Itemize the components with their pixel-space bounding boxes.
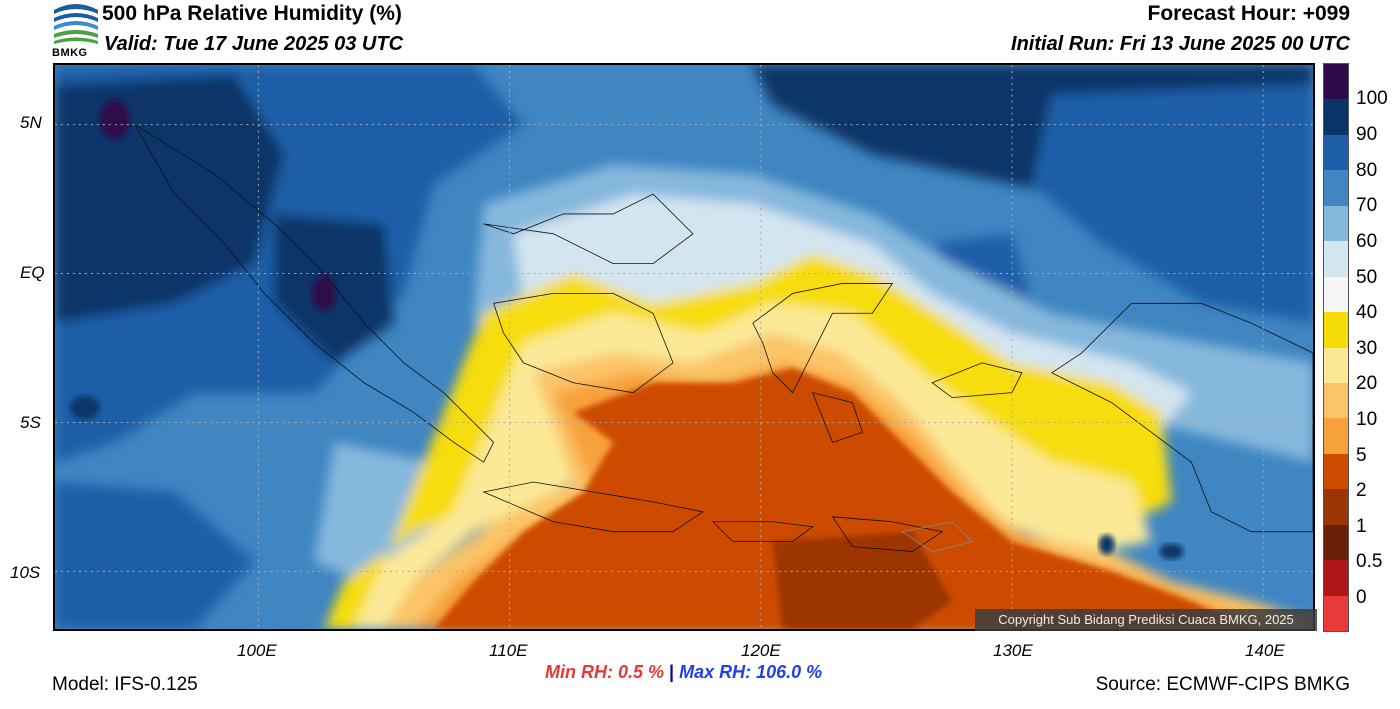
colorbar-segment [1324,453,1348,490]
colorbar-label: 70 [1356,195,1378,216]
humidity-map[interactable] [53,63,1315,631]
colorbar-label: 50 [1356,267,1378,288]
initial-run: Initial Run: Fri 13 June 2025 00 UTC [1011,33,1350,55]
colorbar-segment [1324,347,1348,383]
colorbar-segment [1324,382,1348,419]
colorbar [1323,63,1349,632]
copyright-notice: Copyright Sub Bidang Prediksi Cuaca BMKG… [975,609,1317,631]
colorbar-label: 100 [1356,88,1388,109]
colorbar-segment [1324,418,1348,454]
colorbar-label: 20 [1356,373,1378,394]
colorbar-segment [1324,276,1348,313]
colorbar-segment [1324,205,1348,242]
colorbar-segment [1324,489,1348,525]
data-source: Source: ECMWF-CIPS BMKG [1095,674,1350,695]
valid-time: Valid: Tue 17 June 2025 03 UTC [104,33,404,55]
forecast-hour: Forecast Hour: +099 [1147,2,1351,25]
colorbar-segment [1324,241,1348,277]
colorbar-segment [1324,560,1348,596]
model-name: Model: IFS-0.125 [52,674,198,695]
lat-label-5n: 5N [20,113,42,132]
lon-label-130e: 130E [993,641,1033,660]
colorbar-label: 90 [1356,124,1378,145]
lat-label-eq: EQ [20,263,45,282]
lon-label-100e: 100E [237,641,277,660]
colorbar-segment [1324,134,1348,171]
colorbar-segment [1324,99,1348,135]
bmkg-logo-icon [52,0,100,60]
colorbar-label: 80 [1356,160,1378,181]
colorbar-label: 60 [1356,231,1378,252]
colorbar-label: 5 [1356,445,1367,466]
colorbar-label: 40 [1356,302,1378,323]
colorbar-segment [1324,595,1348,631]
max-rh-label: Max RH: [679,662,752,682]
colorbar-label: 2 [1356,480,1367,501]
min-rh-label: Min RH: [545,662,613,682]
colorbar-label: 30 [1356,338,1378,359]
colorbar-segment [1324,524,1348,561]
coastlines [134,124,1313,552]
colorbar-segment [1324,64,1348,100]
colorbar-label: 1 [1356,516,1367,537]
min-max-separator: | [669,662,675,682]
max-rh-value: 106.0 % [756,662,823,682]
chart-title: 500 hPa Relative Humidity (%) [102,2,402,25]
lon-label-140e: 140E [1245,641,1285,660]
colorbar-segment [1324,170,1348,206]
colorbar-label: 0 [1356,587,1367,608]
lat-label-5s: 5S [20,413,41,432]
min-max-readout: Min RH: 0.5 % | Max RH: 106.0 % [545,662,822,683]
min-rh-value: 0.5 % [618,662,665,682]
lon-label-110e: 110E [489,641,528,660]
colorbar-label: 10 [1356,409,1378,430]
colorbar-label: 0.5 [1356,551,1383,572]
humidity-field [55,65,1313,629]
grid-lines [55,65,1313,629]
logo-text: BMKG [52,47,88,59]
lat-label-10s: 10S [10,563,41,582]
lon-label-120e: 120E [741,641,781,660]
colorbar-segment [1324,312,1348,348]
